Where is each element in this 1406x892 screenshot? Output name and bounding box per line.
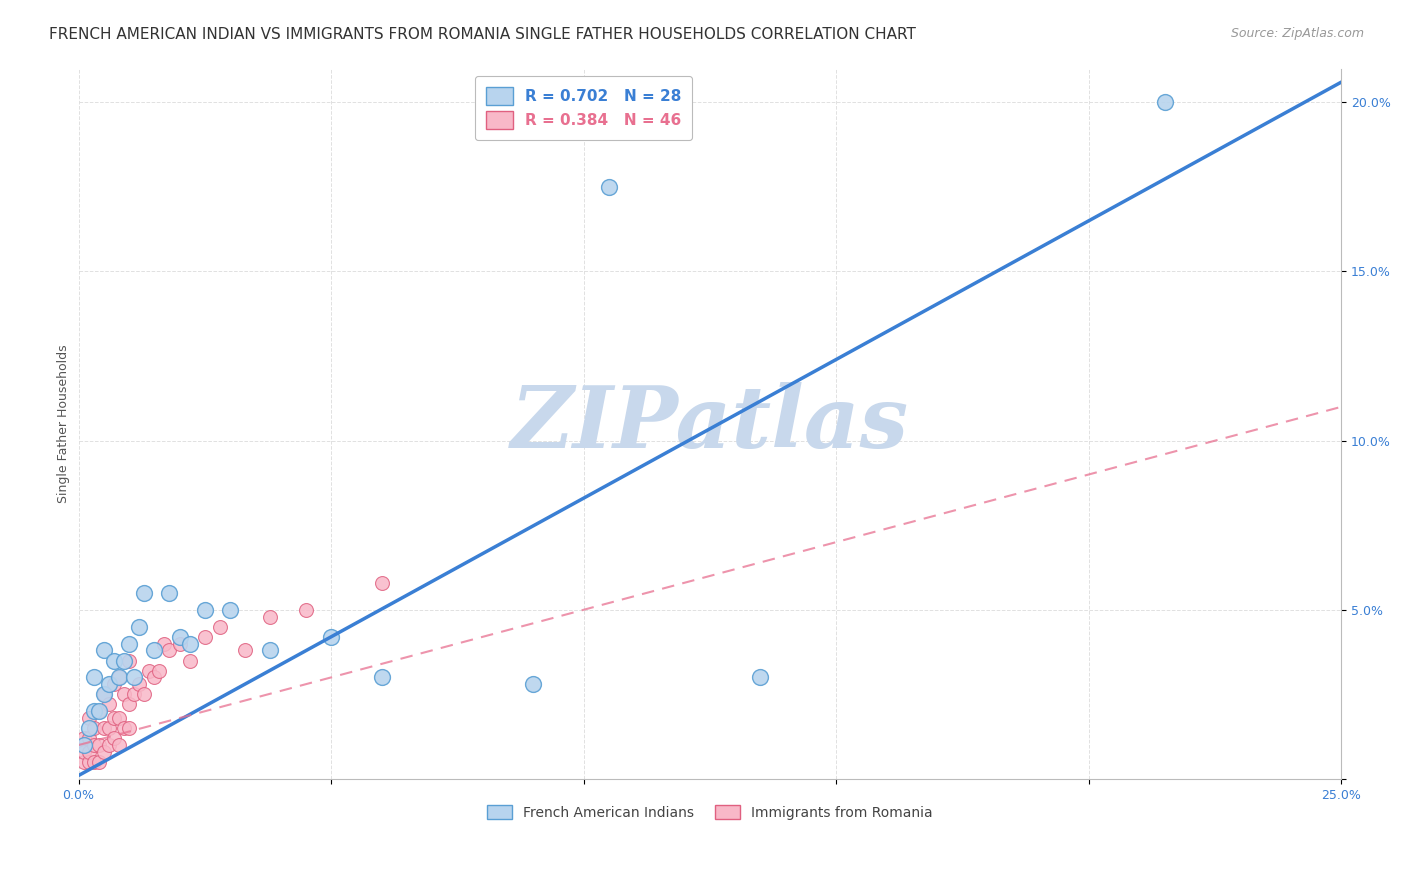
Point [749,670,772,684]
Y-axis label: Single Father Households: Single Father Households [58,344,70,503]
Point [219,603,242,617]
Point [259,609,281,624]
Point [87,755,110,769]
Point [83,704,105,718]
Legend: French American Indians, Immigrants from Romania: French American Indians, Immigrants from… [482,799,938,825]
Point [138,664,160,678]
Point [77,745,100,759]
Point [93,643,115,657]
Point [72,738,94,752]
Point [522,677,544,691]
Point [169,637,191,651]
Point [112,653,135,667]
Point [108,738,131,752]
Point [295,603,318,617]
Point [97,677,120,691]
Point [93,687,115,701]
Point [97,698,120,712]
Point [103,653,125,667]
Point [159,586,181,600]
Point [370,575,392,590]
Text: Source: ZipAtlas.com: Source: ZipAtlas.com [1230,27,1364,40]
Point [93,687,115,701]
Point [77,711,100,725]
Point [194,630,217,644]
Point [148,664,170,678]
Point [1153,95,1175,110]
Point [72,745,94,759]
Point [97,738,120,752]
Point [118,653,141,667]
Point [112,721,135,735]
Point [108,670,131,684]
Point [93,745,115,759]
Point [83,738,105,752]
Point [108,711,131,725]
Point [153,637,176,651]
Point [118,698,141,712]
Point [118,721,141,735]
Point [179,637,201,651]
Point [169,630,191,644]
Point [103,677,125,691]
Point [93,721,115,735]
Text: FRENCH AMERICAN INDIAN VS IMMIGRANTS FROM ROMANIA SINGLE FATHER HOUSEHOLDS CORRE: FRENCH AMERICAN INDIAN VS IMMIGRANTS FRO… [49,27,917,42]
Point [72,755,94,769]
Point [103,731,125,746]
Text: ZIPatlas: ZIPatlas [510,382,910,466]
Point [112,687,135,701]
Point [134,586,156,600]
Point [159,643,181,657]
Point [108,670,131,684]
Point [122,687,145,701]
Point [77,731,100,746]
Point [134,687,156,701]
Point [87,704,110,718]
Point [194,603,217,617]
Point [143,643,166,657]
Point [77,721,100,735]
Point [259,643,281,657]
Point [128,677,150,691]
Point [83,670,105,684]
Point [118,637,141,651]
Point [77,755,100,769]
Point [598,180,620,194]
Point [143,670,166,684]
Point [208,620,231,634]
Point [103,711,125,725]
Point [122,670,145,684]
Point [72,731,94,746]
Point [370,670,392,684]
Point [83,721,105,735]
Point [87,704,110,718]
Point [179,653,201,667]
Point [128,620,150,634]
Point [233,643,256,657]
Point [83,755,105,769]
Point [97,721,120,735]
Point [87,738,110,752]
Point [319,630,342,644]
